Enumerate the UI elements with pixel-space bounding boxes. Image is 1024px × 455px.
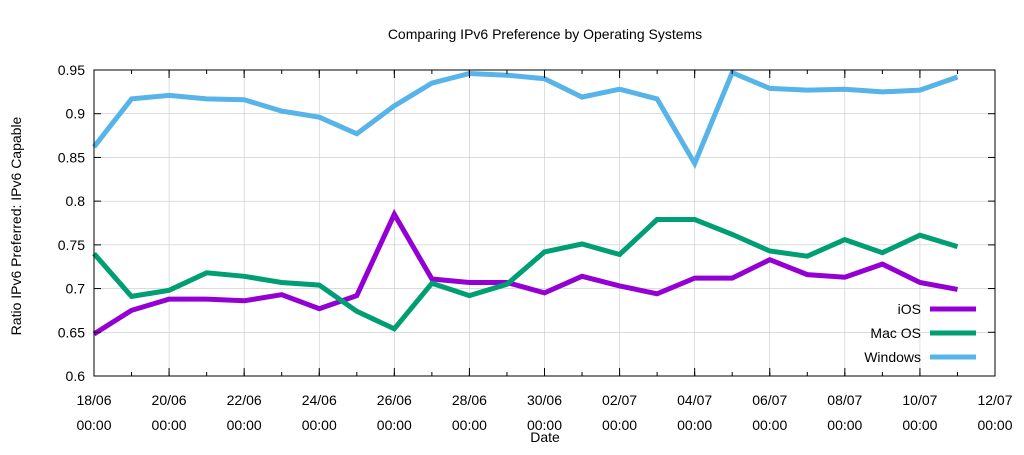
x-tick-label-date: 24/06 [302, 392, 337, 408]
x-tick-label-time: 00:00 [377, 417, 412, 433]
x-tick-label-time: 00:00 [227, 417, 262, 433]
y-tick-label: 0.8 [66, 193, 86, 209]
series-line-ios [92, 208, 958, 337]
x-tick-label-time: 00:00 [452, 417, 487, 433]
legend-label-mac-os: Mac OS [870, 325, 921, 341]
x-tick-label-date: 18/06 [76, 392, 111, 408]
axis-ticks: 0.6 0.65 0.7 0.75 0.8 0.85 0.9 0.95 18/06 00:00 20… [58, 62, 1013, 433]
x-tick-label-date: 06/07 [752, 392, 787, 408]
x-tick-label-time: 00:00 [527, 417, 562, 433]
x-tick-label-time: 00:00 [76, 417, 111, 433]
x-tick-label-time: 00:00 [152, 417, 187, 433]
x-tick-label-time: 00:00 [977, 417, 1012, 433]
y-tick-label: 0.65 [58, 324, 85, 340]
y-tick-label: 0.7 [66, 281, 86, 297]
y-tick-label: 0.75 [58, 237, 85, 253]
y-tick-label: 0.9 [66, 106, 86, 122]
x-tick-label-date: 10/07 [902, 392, 937, 408]
x-tick-label-date: 08/07 [827, 392, 862, 408]
x-tick-label-time: 00:00 [902, 417, 937, 433]
series-line-mac-os [92, 217, 959, 332]
x-tick-label-time: 00:00 [302, 417, 337, 433]
x-axis-title: Date [530, 429, 560, 445]
chart-title: Comparing IPv6 Preference by Operating S… [388, 26, 702, 42]
x-tick-label-date: 02/07 [602, 392, 637, 408]
series-line-windows [92, 69, 959, 170]
x-tick-label-date: 26/06 [377, 392, 412, 408]
x-tick-label-time: 00:00 [677, 417, 712, 433]
series-layer [92, 69, 959, 337]
x-tick-label-date: 30/06 [527, 392, 562, 408]
legend-label-ios: iOS [898, 301, 921, 317]
y-axis-title: Ratio IPv6 Preferred: IPv6 Capable [8, 116, 24, 335]
grid [94, 70, 995, 376]
y-tick-label: 0.85 [58, 149, 85, 165]
x-tick-label-date: 04/07 [677, 392, 712, 408]
legend: iOS Mac OS Windows [864, 301, 976, 365]
x-tick-label-date: 22/06 [227, 392, 262, 408]
y-tick-label: 0.95 [58, 62, 85, 78]
x-tick-label-time: 00:00 [752, 417, 787, 433]
x-tick-label-date: 20/06 [152, 392, 187, 408]
x-tick-label-time: 00:00 [827, 417, 862, 433]
legend-label-windows: Windows [864, 349, 921, 365]
y-tick-label: 0.6 [66, 368, 86, 384]
x-tick-label-date: 28/06 [452, 392, 487, 408]
x-tick-label-date: 12/07 [977, 392, 1012, 408]
x-tick-label-time: 00:00 [602, 417, 637, 433]
